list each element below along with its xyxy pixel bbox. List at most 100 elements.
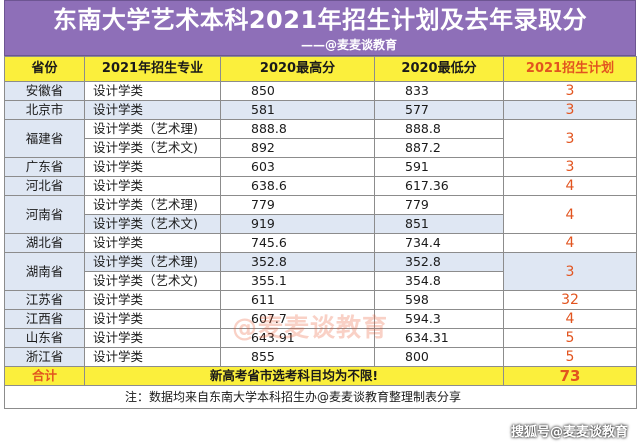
total-row: 合计 新高考省市选考科目均为不限! 73 <box>4 366 637 386</box>
column-header-max-score: 2020最高分 <box>220 56 375 82</box>
plan-cell: 5 <box>503 328 637 348</box>
table-row: 江苏省 设计学类 611 598 32 <box>4 290 637 310</box>
province-cell: 江西省 <box>4 309 85 329</box>
major-cell: 设计学类 <box>84 290 221 310</box>
max-score-cell: 355.1 <box>220 271 375 291</box>
page-title: 东南大学艺术本科2021年招生计划及去年录取分 <box>52 6 588 34</box>
total-value: 73 <box>503 366 637 386</box>
major-cell: 设计学类 <box>84 81 221 101</box>
table-row: 湖南省 设计学类（艺术理) 352.8 352.8 3 <box>4 252 637 291</box>
plan-cell: 3 <box>503 157 637 177</box>
province-cell: 福建省 <box>4 119 85 158</box>
title-banner: 东南大学艺术本科2021年招生计划及去年录取分 ——@麦麦谈教育 <box>4 0 636 56</box>
min-score-cell: 577 <box>374 100 504 120</box>
province-cell: 浙江省 <box>4 347 85 367</box>
column-header-major: 2021年招生专业 <box>84 56 221 82</box>
province-cell: 广东省 <box>4 157 85 177</box>
major-cell: 设计学类 <box>84 157 221 177</box>
major-cell: 设计学类 <box>84 233 221 253</box>
max-score-cell: 603 <box>220 157 375 177</box>
province-cell: 湖北省 <box>4 233 85 253</box>
major-cell: 设计学类（艺术理) <box>84 119 221 139</box>
min-score-cell: 800 <box>374 347 504 367</box>
major-cell: 设计学类 <box>84 176 221 196</box>
admission-table: 省份 2021年招生专业 2020最高分 2020最低分 2021招生计划 安徽… <box>4 56 637 409</box>
plan-cell: 3 <box>503 100 637 120</box>
major-cell: 设计学类 <box>84 100 221 120</box>
table-row: 河北省 设计学类 638.6 617.36 4 <box>4 176 637 196</box>
max-score-cell: 581 <box>220 100 375 120</box>
table-body: 安徽省 设计学类 850 833 3 北京市 设计学类 581 577 3 福建省 设计学类（艺术理)… <box>4 81 637 367</box>
column-header-province: 省份 <box>4 56 85 82</box>
max-score-cell: 607.7 <box>220 309 375 329</box>
min-score-cell: 888.8 <box>374 119 504 139</box>
major-cell: 设计学类（艺术理) <box>84 195 221 215</box>
table-header-row: 省份 2021年招生专业 2020最高分 2020最低分 2021招生计划 <box>4 56 637 82</box>
plan-cell: 4 <box>503 176 637 196</box>
column-header-min-score: 2020最低分 <box>374 56 504 82</box>
major-cell: 设计学类（艺术理) <box>84 252 221 272</box>
max-score-cell: 850 <box>220 81 375 101</box>
min-score-cell: 617.36 <box>374 176 504 196</box>
major-cell: 设计学类 <box>84 328 221 348</box>
table-row: 福建省 设计学类（艺术理) 888.8 888.8 3 <box>4 119 637 158</box>
major-cell: 设计学类（艺术文) <box>84 138 221 158</box>
max-score-cell: 352.8 <box>220 252 375 272</box>
min-score-cell: 779 <box>374 195 504 215</box>
column-header-plan: 2021招生计划 <box>503 56 637 82</box>
table-note: 注：数据均来自东南大学本科招生办@麦麦谈教育整理制表分享 <box>4 385 637 409</box>
min-score-cell: 591 <box>374 157 504 177</box>
min-score-cell: 634.31 <box>374 328 504 348</box>
table-row: 浙江省 设计学类 855 800 5 <box>4 347 637 367</box>
total-remark: 新高考省市选考科目均为不限! <box>84 366 504 386</box>
max-score-cell: 611 <box>220 290 375 310</box>
min-score-cell: 354.8 <box>374 271 504 291</box>
table-row: 山东省 设计学类 643.91 634.31 5 <box>4 328 637 348</box>
table-row: 江西省 设计学类 607.7 594.3 4 <box>4 309 637 329</box>
max-score-cell: 779 <box>220 195 375 215</box>
table-row: 河南省 设计学类（艺术理) 779 779 4 <box>4 195 637 234</box>
plan-cell: 4 <box>503 309 637 329</box>
province-cell: 河南省 <box>4 195 85 234</box>
plan-cell: 4 <box>503 195 637 234</box>
plan-cell: 5 <box>503 347 637 367</box>
source-tag: 搜狐号@麦麦谈教育 <box>510 425 628 440</box>
table-row: 设计学类（艺术文) 355.1 354.8 <box>5 271 637 291</box>
table-row: 广东省 设计学类 603 591 3 <box>4 157 637 177</box>
max-score-cell: 643.91 <box>220 328 375 348</box>
max-score-cell: 888.8 <box>220 119 375 139</box>
max-score-cell: 745.6 <box>220 233 375 253</box>
min-score-cell: 594.3 <box>374 309 504 329</box>
table-row: 北京市 设计学类 581 577 3 <box>4 100 637 120</box>
plan-cell: 32 <box>503 290 637 310</box>
major-cell: 设计学类 <box>84 309 221 329</box>
major-cell: 设计学类 <box>84 347 221 367</box>
min-score-cell: 887.2 <box>374 138 504 158</box>
province-cell: 北京市 <box>4 100 85 120</box>
plan-cell: 3 <box>503 119 637 158</box>
plan-cell: 3 <box>503 81 637 101</box>
min-score-cell: 598 <box>374 290 504 310</box>
province-cell: 山东省 <box>4 328 85 348</box>
min-score-cell: 352.8 <box>374 252 504 272</box>
min-score-cell: 851 <box>374 214 504 234</box>
major-cell: 设计学类（艺术文) <box>84 214 221 234</box>
max-score-cell: 855 <box>220 347 375 367</box>
min-score-cell: 833 <box>374 81 504 101</box>
max-score-cell: 638.6 <box>220 176 375 196</box>
table-row: 湖北省 设计学类 745.6 734.4 4 <box>4 233 637 253</box>
min-score-cell: 734.4 <box>374 233 504 253</box>
max-score-cell: 892 <box>220 138 375 158</box>
plan-cell: 4 <box>503 233 637 253</box>
province-cell: 湖南省 <box>4 252 85 291</box>
province-cell: 江苏省 <box>4 290 85 310</box>
total-label: 合计 <box>4 366 85 386</box>
plan-cell: 3 <box>503 252 637 291</box>
province-cell: 安徽省 <box>4 81 85 101</box>
note-row: 注：数据均来自东南大学本科招生办@麦麦谈教育整理制表分享 <box>4 385 637 409</box>
table-row: 安徽省 设计学类 850 833 3 <box>4 81 637 101</box>
max-score-cell: 919 <box>220 214 375 234</box>
page-subtitle: ——@麦麦谈教育 <box>300 38 397 52</box>
province-cell: 河北省 <box>4 176 85 196</box>
